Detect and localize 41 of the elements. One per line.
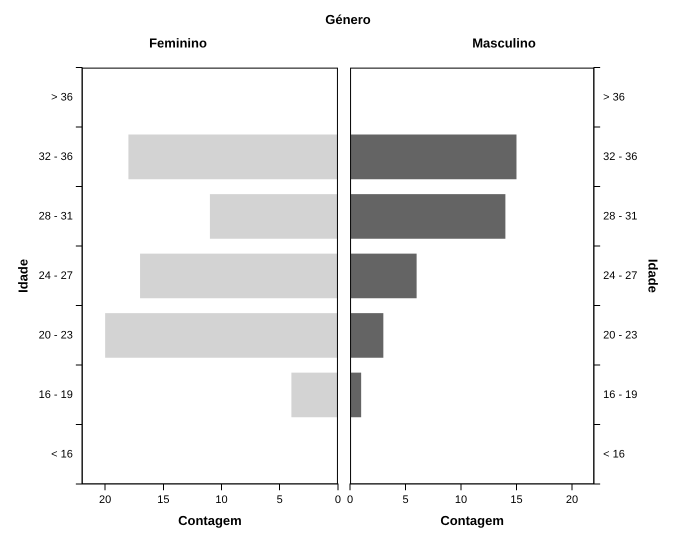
x-tick-label: 5	[402, 494, 409, 506]
x-axis-title: Contagem	[440, 512, 504, 528]
x-tick-label: 10	[215, 494, 228, 506]
bar	[291, 372, 338, 418]
y-tick-label: 32 - 36	[38, 150, 73, 163]
y-tick-label: 20 - 23	[38, 329, 73, 342]
x-tick-label: 15	[510, 494, 523, 506]
chart-title: Feminino	[149, 35, 207, 50]
y-tick-label: 32 - 36	[603, 150, 638, 163]
y-tick-label: 16 - 19	[38, 388, 73, 401]
y-axis-title: Idade	[646, 258, 661, 293]
y-tick-label: 24 - 27	[38, 270, 73, 282]
bar	[350, 134, 516, 180]
x-tick-label: 0	[334, 494, 342, 506]
y-tick-label: 28 - 31	[603, 210, 638, 222]
x-axis-title: Contagem	[178, 512, 242, 528]
y-tick-label: 20 - 23	[603, 329, 638, 342]
bar	[105, 313, 338, 358]
chart-title: Masculino	[472, 35, 536, 50]
y-tick-label: < 16	[51, 448, 73, 460]
bar	[350, 372, 362, 418]
x-tick-label: 20	[566, 494, 578, 506]
x-tick-label: 15	[157, 494, 170, 506]
y-tick-label: > 36	[51, 91, 73, 104]
bar	[210, 194, 338, 239]
y-tick-label: 16 - 19	[603, 388, 638, 401]
y-axis-title: Idade	[15, 258, 30, 293]
text: Género	[324, 11, 372, 29]
x-tick-label: 10	[454, 494, 468, 506]
bar	[350, 313, 384, 358]
bar	[140, 254, 338, 298]
x-tick-label: 5	[276, 494, 283, 506]
y-tick-label: 28 - 31	[38, 210, 73, 222]
bar	[128, 134, 338, 180]
bar	[350, 194, 506, 239]
y-tick-label: < 16	[603, 448, 625, 460]
y-tick-label: 24 - 27	[603, 270, 638, 282]
y-tick-label: > 36	[603, 91, 625, 104]
x-tick-label: 20	[99, 494, 112, 506]
bar	[350, 254, 417, 298]
x-tick-label: 0	[346, 494, 354, 506]
